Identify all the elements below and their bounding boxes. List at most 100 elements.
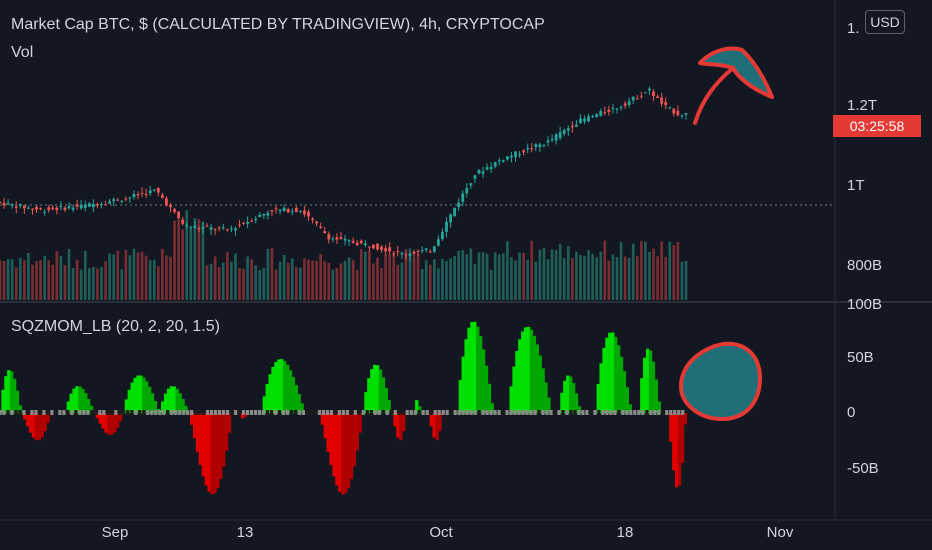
volume-bar [465, 254, 469, 300]
squeeze-dot [98, 410, 102, 415]
volume-bar [575, 251, 578, 300]
momentum-bar [43, 413, 47, 432]
squeeze-dot [493, 410, 497, 415]
momentum-bar [381, 377, 386, 414]
momentum-bar [31, 413, 36, 438]
squeeze-dot [90, 410, 94, 415]
arrow-shaft-stroke[interactable] [693, 66, 735, 125]
candle-body [10, 204, 14, 206]
indicator-tick-3: 0 [847, 404, 855, 421]
candle-body [607, 109, 611, 113]
momentum-bar [521, 331, 525, 414]
squeeze-dot [585, 410, 589, 415]
volume-bar [611, 254, 615, 300]
price-tick-3: 1T [847, 177, 865, 194]
squeeze-dot [501, 410, 505, 415]
indicator-legend[interactable]: SQZMOM_LB (20, 2, 20, 1.5) [11, 318, 220, 335]
squeeze-dot [277, 410, 282, 415]
volume-bar [339, 263, 343, 300]
squeeze-dot [549, 410, 553, 415]
indicator-axis[interactable]: 100B 50B 0 -50B [847, 296, 882, 477]
candle-body [542, 145, 546, 147]
volume-bar [424, 260, 428, 300]
candle-body [615, 108, 619, 110]
candle-body [664, 101, 668, 106]
blob-shape[interactable] [679, 341, 763, 422]
candle-body [51, 207, 55, 210]
volume-bar [67, 248, 71, 300]
momentum-bar [378, 369, 383, 414]
candle-body [611, 107, 615, 109]
currency-button[interactable]: USD [865, 10, 905, 34]
squeeze-dot [525, 410, 529, 415]
squeeze-dot [649, 410, 653, 415]
candle-body [656, 96, 659, 98]
candle-body [676, 110, 680, 116]
arrow-head-shape[interactable] [698, 46, 774, 99]
candle-body [250, 220, 254, 222]
squeeze-dot [613, 410, 617, 415]
squeeze-dot [0, 410, 2, 415]
price-tick-4: 800B [847, 257, 882, 274]
momentum-bar [523, 327, 528, 414]
momentum-bar [599, 363, 603, 414]
candle-body [623, 103, 627, 106]
candle-body [477, 169, 481, 174]
candle-body [603, 112, 607, 114]
price-axis[interactable]: 1. 1.2T 1T 800B [847, 20, 882, 274]
candle-body [278, 209, 282, 211]
momentum-bar [224, 413, 229, 451]
squeeze-dot [26, 410, 30, 415]
squeeze-dot [413, 410, 417, 415]
candle-body [35, 206, 38, 210]
momentum-bar [7, 370, 11, 414]
momentum-bar [616, 345, 621, 414]
momentum-bar [651, 361, 656, 414]
candle-body [497, 160, 501, 162]
candle-body [140, 192, 144, 194]
candle-body [485, 167, 489, 170]
squeeze-dot [273, 410, 278, 415]
squeeze-dot [2, 410, 6, 415]
candle-body [238, 224, 241, 226]
volume-bar [136, 252, 140, 300]
volume-bar [31, 264, 34, 300]
momentum-bar [268, 374, 272, 414]
candle-body [372, 244, 375, 249]
drawing-annotation-blob[interactable] [679, 341, 763, 422]
momentum-bar [648, 350, 653, 414]
volume-bar [43, 255, 46, 300]
squeeze-dot [677, 410, 681, 415]
squeeze-dot [154, 410, 158, 415]
candle-body [258, 214, 262, 217]
momentum-bar [640, 378, 644, 414]
volume-bar [420, 269, 424, 300]
chart-title-legend[interactable]: Market Cap BTC, $ (CALCULATED BY TRADING… [11, 16, 545, 33]
squeeze-dot [449, 410, 453, 415]
momentum-bar [204, 413, 208, 486]
squeeze-dot [269, 410, 274, 415]
momentum-bar [277, 359, 281, 414]
candle-body [554, 134, 558, 141]
momentum-bar [672, 413, 676, 471]
candle-body [87, 203, 91, 207]
momentum-bar [335, 413, 339, 486]
volume-legend[interactable]: Vol [11, 44, 34, 61]
momentum-bar [10, 371, 14, 414]
squeeze-dot [581, 410, 585, 415]
candle-body [420, 250, 424, 252]
candle-body [367, 246, 371, 248]
drawing-annotation-arrow[interactable] [693, 46, 774, 125]
squeeze-dot [253, 410, 258, 415]
candle-body [380, 246, 383, 251]
momentum-bar [367, 378, 371, 414]
squeeze-dot [134, 410, 138, 415]
volume-bar [270, 248, 274, 300]
momentum-bar [535, 344, 539, 414]
candle-body [392, 252, 396, 254]
candle-body [648, 88, 651, 91]
time-axis[interactable]: Sep 13 Oct 18 Nov [102, 524, 794, 541]
squeeze-dot [198, 410, 202, 415]
squeeze-dot [577, 410, 581, 415]
